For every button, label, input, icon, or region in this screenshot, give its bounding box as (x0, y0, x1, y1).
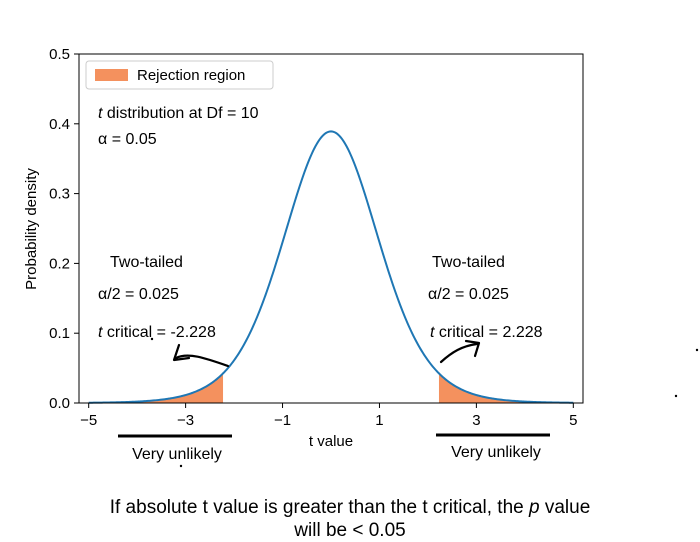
y-tick-label: 0.1 (49, 325, 70, 342)
x-tick-label: 3 (472, 412, 480, 429)
caption-text-a: If absolute t value is greater than the … (109, 497, 529, 518)
left-unlikely-label: Very unlikely (132, 446, 222, 463)
left-crit-symbol: t (98, 324, 103, 341)
rejection-region-right (438, 373, 574, 403)
y-axis-ticks: 0.0 0.1 0.2 0.3 0.4 0.5 (49, 46, 79, 412)
x-tick-label: −1 (274, 412, 291, 429)
stray-dot (695, 348, 699, 352)
legend-swatch-rejection (95, 69, 128, 81)
right-arrow-stroke (439, 342, 479, 364)
right-unlikely-label: Very unlikely (451, 444, 541, 461)
x-tick-label: 5 (569, 412, 577, 429)
left-crit-text: critical = -2.228 (102, 324, 215, 341)
y-tick-label: 0.5 (49, 46, 70, 63)
x-axis-label: t value (309, 433, 353, 450)
y-tick-label: 0.3 (49, 186, 70, 203)
rejection-region-left (88, 373, 224, 403)
right-critical-label: t critical = 2.228 (430, 324, 543, 341)
alpha-annotation: α = 0.05 (98, 131, 157, 148)
y-tick-label: 0.0 (49, 395, 70, 412)
right-crit-symbol: t (430, 324, 435, 341)
right-two-tailed-label: Two-tailed (432, 254, 505, 271)
caption-p-symbol: p (529, 497, 540, 518)
dist-description: distribution at Df = 10 (102, 105, 258, 122)
caption-line-1: If absolute t value is greater than the … (0, 497, 700, 519)
right-alpha-half-label: α/2 = 0.025 (428, 286, 509, 303)
x-tick-label: −3 (177, 412, 194, 429)
x-tick-label: 1 (375, 412, 383, 429)
left-arrow-stroke (174, 354, 230, 368)
t-density-curve (88, 130, 574, 404)
legend-box (85, 60, 274, 90)
right-arrow-head (464, 339, 481, 358)
caption-line-2: will be < 0.05 (294, 520, 406, 541)
right-crit-text: critical = 2.228 (434, 324, 542, 341)
left-alpha-half-label: α/2 = 0.025 (98, 286, 179, 303)
stray-dot (150, 337, 154, 341)
y-tick-label: 0.2 (49, 255, 70, 272)
plot-frame (78, 53, 584, 404)
x-tick-label: −5 (80, 412, 97, 429)
distribution-annotation: t distribution at Df = 10 (98, 105, 259, 122)
y-axis-label: Probability density (23, 168, 40, 290)
left-two-tailed-label: Two-tailed (110, 254, 183, 271)
legend-label-rejection: Rejection region (137, 67, 245, 84)
left-critical-label: t critical = -2.228 (98, 324, 216, 341)
y-tick-label: 0.4 (49, 116, 70, 133)
caption-text-b: value (539, 497, 591, 518)
stray-dot (179, 464, 183, 468)
left-arrow-head (172, 343, 191, 362)
stray-dot (674, 394, 678, 398)
dist-symbol: t (98, 105, 103, 122)
x-axis-ticks: −5 −3 −1 1 3 5 (80, 403, 577, 429)
legend: Rejection region (85, 60, 274, 90)
